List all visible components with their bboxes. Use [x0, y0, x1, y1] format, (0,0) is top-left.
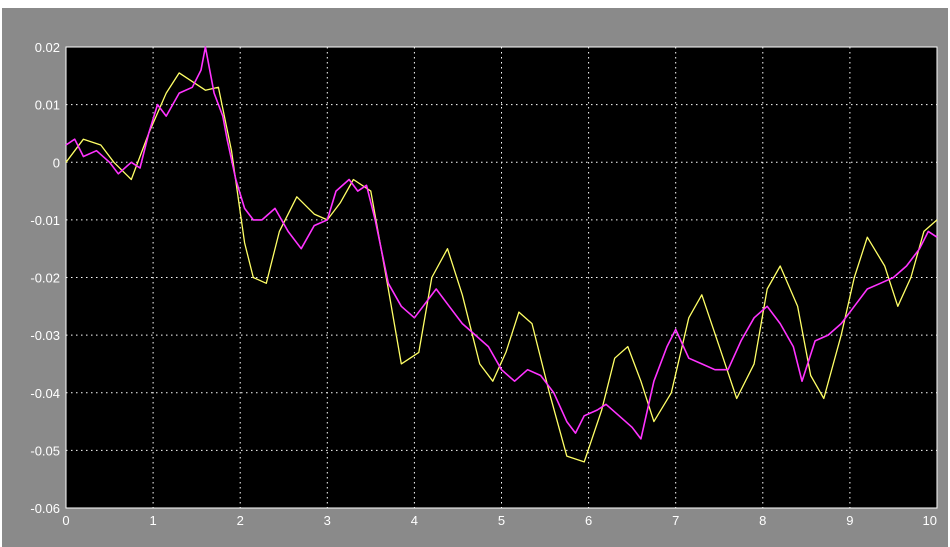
x-tick-label: 1 [149, 513, 156, 528]
x-tick-label: 3 [324, 513, 331, 528]
x-tick-label: 0 [62, 513, 69, 528]
series-layer [65, 46, 938, 463]
y-tick-label: -0.01 [30, 213, 60, 228]
y-tick-label: 0.02 [35, 40, 60, 55]
y-tick-label: -0.03 [30, 328, 60, 343]
y-tick-label: -0.02 [30, 271, 60, 286]
x-tick-label: 6 [585, 513, 592, 528]
y-tick-label: 0.01 [35, 98, 60, 113]
x-tick-label: 8 [759, 513, 766, 528]
x-tick-label: 5 [498, 513, 505, 528]
x-tick-label: 10 [923, 513, 937, 528]
x-tick-label: 7 [672, 513, 679, 528]
x-axis-tick-labels: 0 1 2 3 4 5 6 7 8 9 10 [62, 513, 937, 528]
grid-lines [66, 47, 937, 508]
y-tick-label: -0.05 [30, 443, 60, 458]
x-tick-label: 4 [411, 513, 418, 528]
y-axis-tick-labels: 0.02 0.01 0 -0.01 -0.02 -0.03 -0.04 -0.05 -0.06 [30, 40, 60, 516]
y-tick-label: 0 [53, 155, 60, 170]
y-tick-label: -0.06 [30, 501, 60, 516]
x-tick-label: 2 [237, 513, 244, 528]
y-tick-label: -0.04 [30, 386, 60, 401]
x-tick-label: 9 [846, 513, 853, 528]
series-line-2 [65, 46, 938, 440]
